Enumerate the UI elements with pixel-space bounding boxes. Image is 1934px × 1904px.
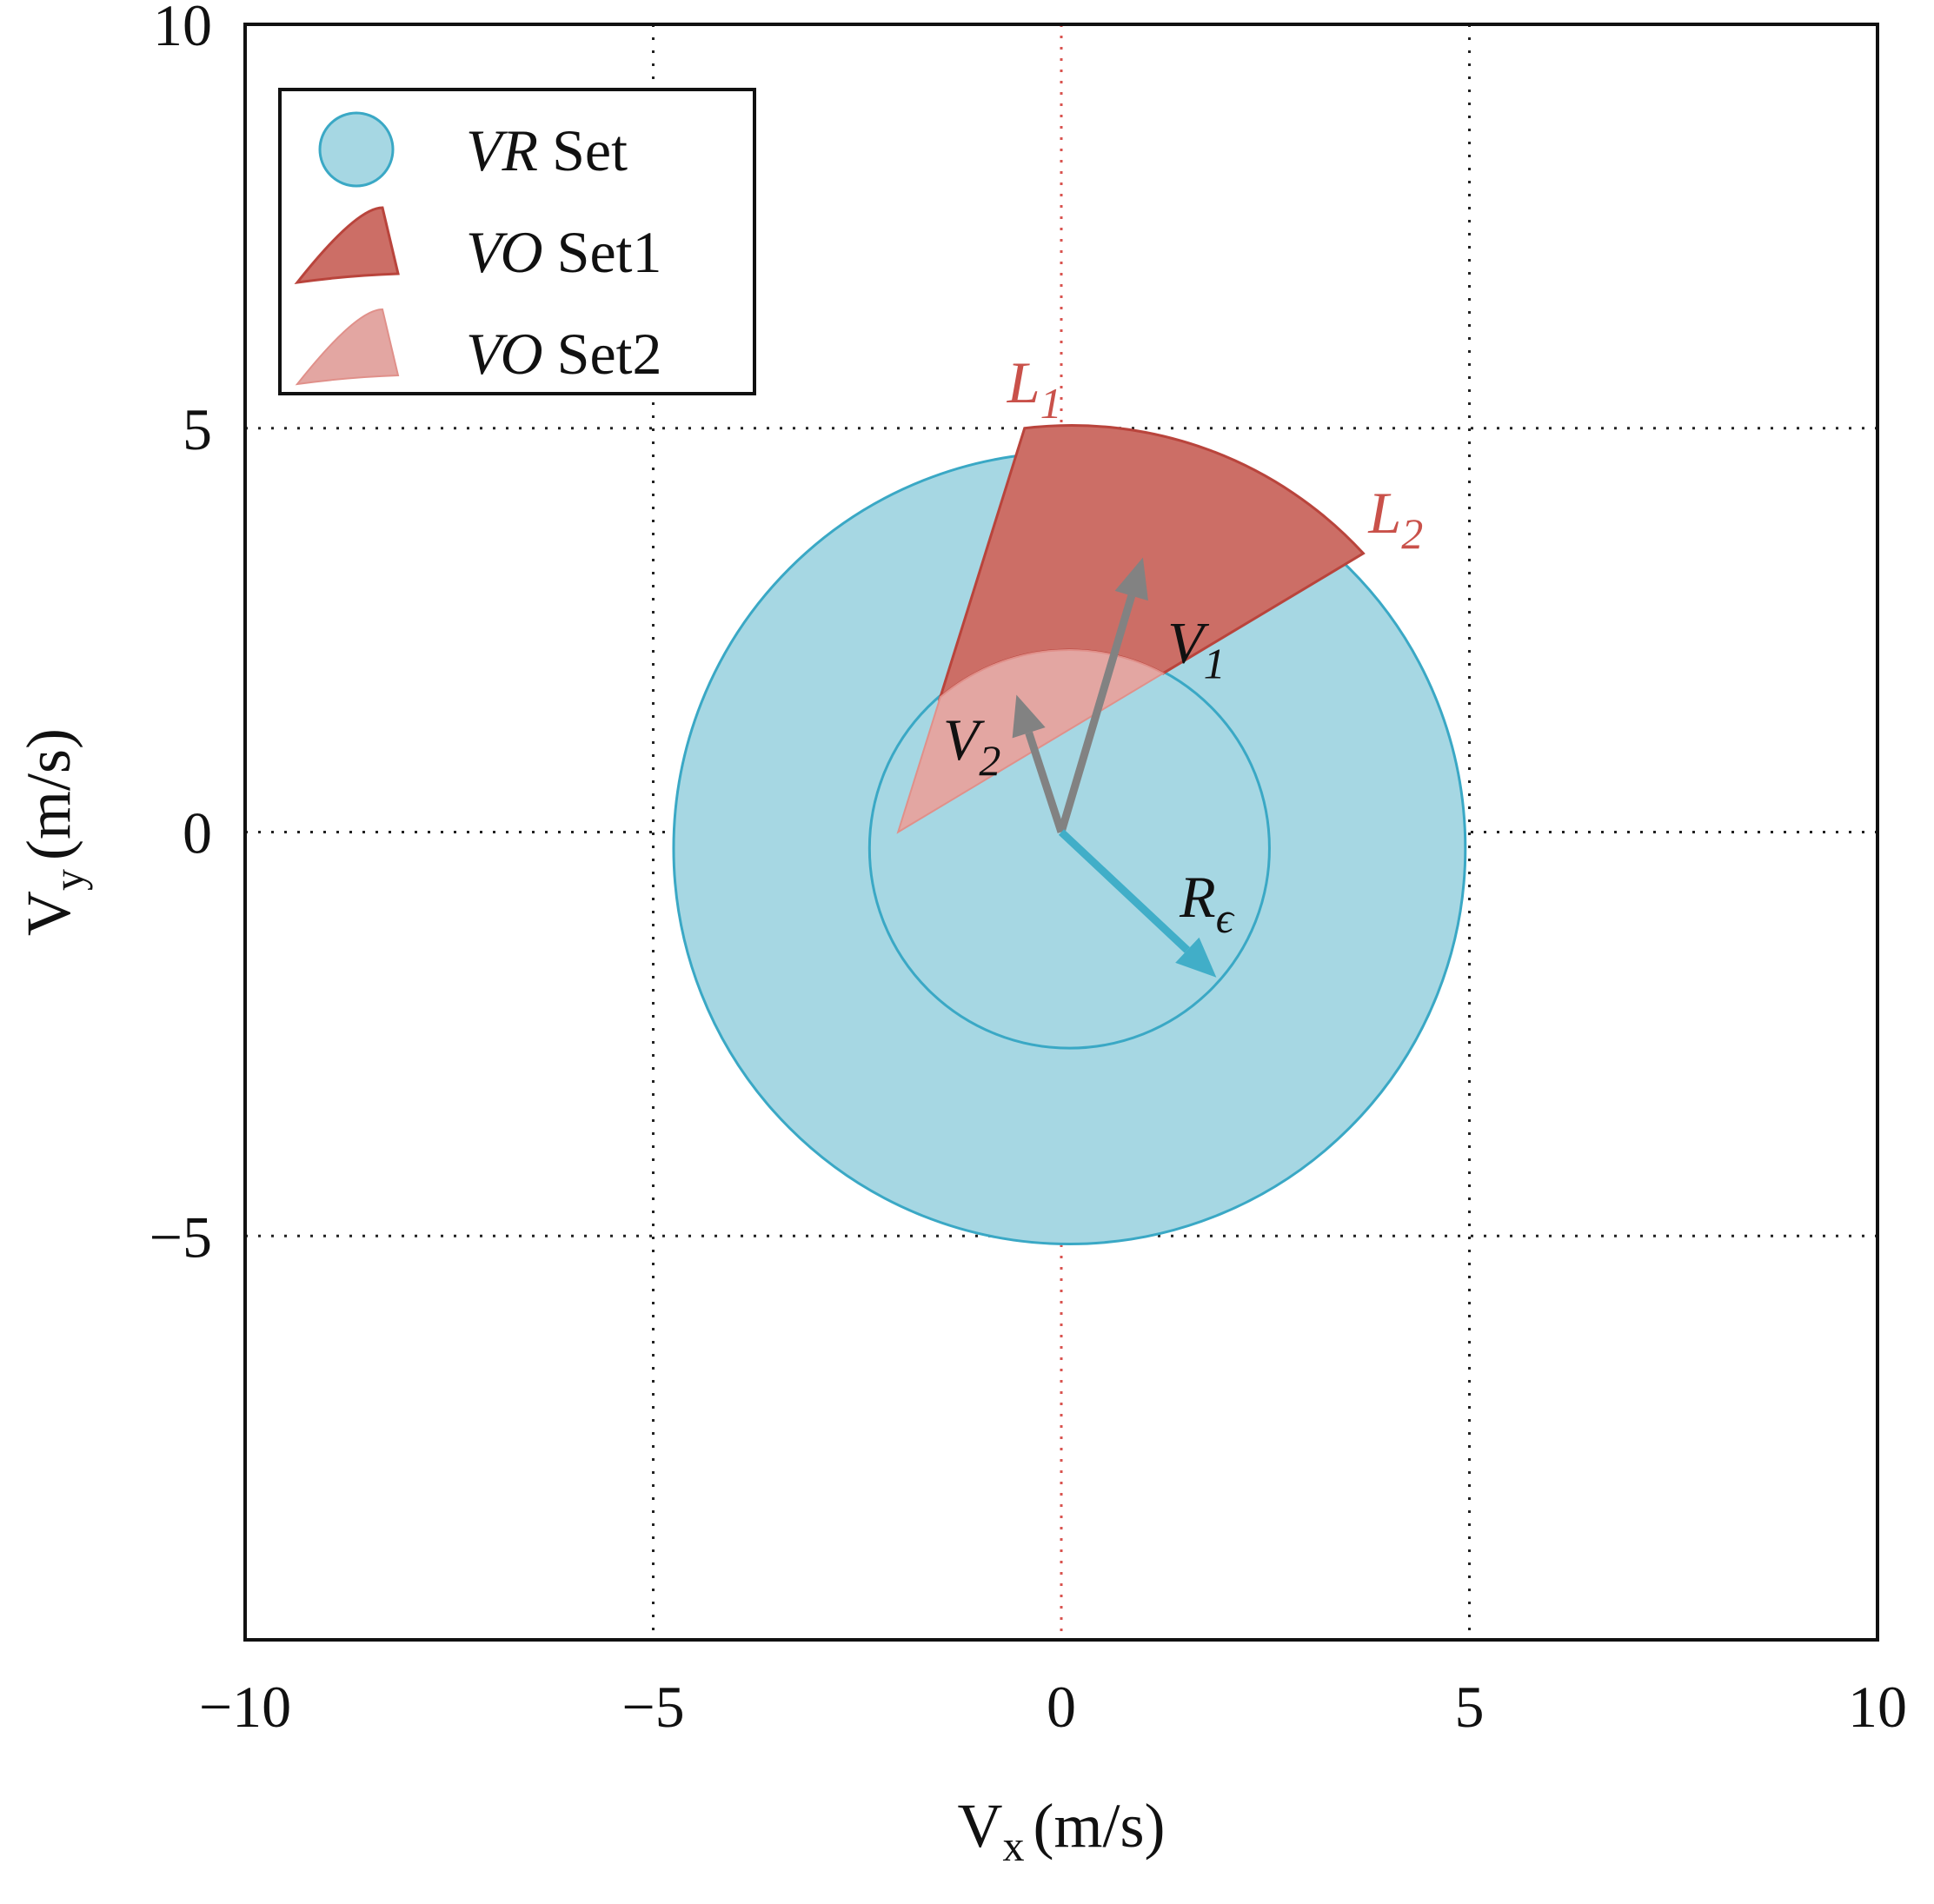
y-tick-label: −5 [150, 1204, 212, 1270]
legend: VR Set VO Set1 VO Set2 [278, 88, 756, 395]
x-tick-label: −10 [199, 1674, 291, 1740]
plot-frame [243, 23, 1879, 1642]
vector-r_epsilon-head [1175, 937, 1217, 978]
annotation-l1: L1 [1007, 349, 1062, 428]
vector-v2 [1025, 731, 1066, 833]
vector-v2-head [1012, 694, 1046, 739]
annotation-v1: V1 [1167, 609, 1226, 687]
legend-vo2-swatch [295, 308, 400, 386]
annotation-v2: V2 [943, 707, 1001, 785]
vector-r_epsilon [1058, 829, 1190, 953]
annotation-r-epsilon: Rϵ [1179, 864, 1235, 942]
legend-label-vo1: VO Set1 [466, 219, 662, 285]
x-tick-label: −5 [621, 1674, 684, 1740]
x-tick-label: 5 [1455, 1674, 1485, 1740]
y-tick-label: 5 [183, 396, 212, 462]
y-axis-title: Vy(m/s) [14, 728, 93, 936]
vector-v1-head [1114, 557, 1148, 601]
x-axis-title: Vx (m/s) [958, 1791, 1166, 1870]
legend-vr-swatch [318, 111, 395, 188]
legend-label-vr: VR Set [466, 117, 628, 183]
y-tick-label: 0 [183, 800, 212, 866]
x-tick-label: 0 [1047, 1674, 1076, 1740]
y-tick-label: 10 [153, 0, 212, 58]
legend-vo1-swatch [294, 206, 400, 284]
x-tick-label: 10 [1848, 1674, 1907, 1740]
legend-label-vo2: VO Set2 [466, 321, 662, 387]
vector-v1 [1057, 594, 1136, 833]
annotation-l2: L2 [1367, 480, 1423, 558]
